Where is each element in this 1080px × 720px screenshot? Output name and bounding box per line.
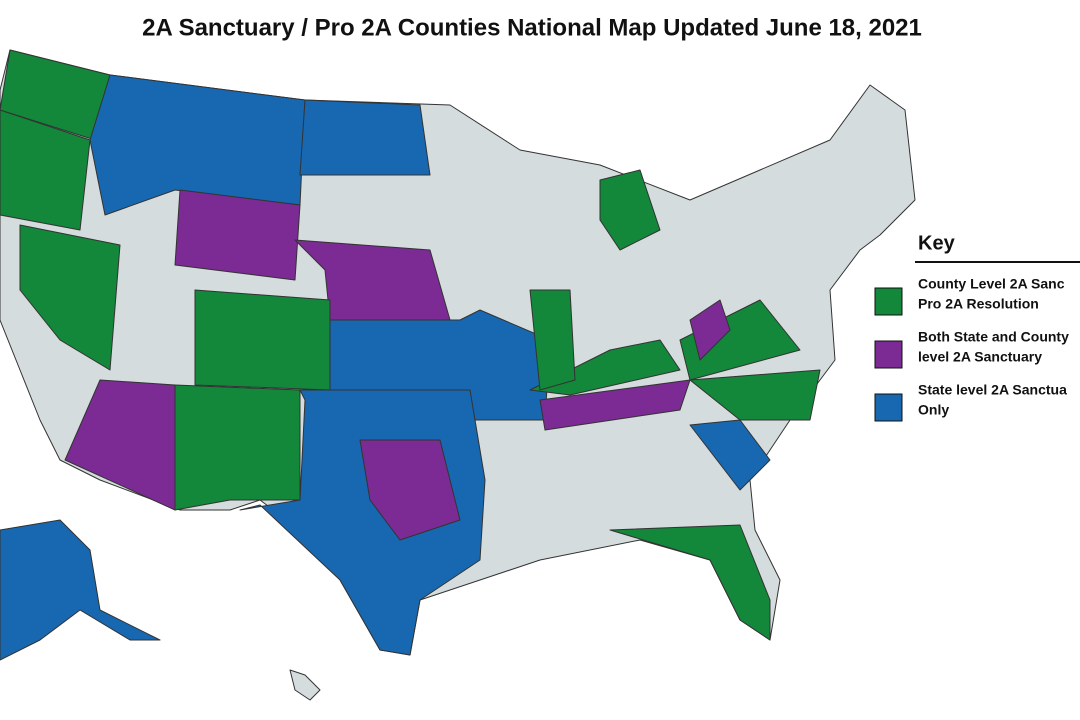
- legend-label: Pro 2A Resolution: [918, 296, 1039, 312]
- legend-label: level 2A Sanctuary: [918, 349, 1042, 365]
- region-michigan: [599, 169, 661, 251]
- region-alaska: [0, 519, 161, 661]
- us-map: [0, 49, 916, 701]
- region-oregon: [0, 109, 91, 231]
- region-illinois: [529, 289, 576, 391]
- legend-swatch: [874, 287, 903, 316]
- region-dakota: [299, 99, 431, 176]
- legend-label: Both State and County: [918, 329, 1069, 345]
- region-nevada-utah: [19, 224, 121, 371]
- region-virginia: [679, 299, 801, 381]
- region-florida: [609, 524, 771, 641]
- region-west-virginia: [689, 299, 731, 361]
- region-tennessee: [539, 379, 691, 431]
- region-south-carolina: [689, 419, 771, 491]
- legend-swatch: [874, 340, 903, 369]
- legend: Key County Level 2A Sanc Pro 2A Resolutio…: [874, 232, 1080, 422]
- region-north-carolina: [689, 369, 821, 421]
- region-colorado: [194, 289, 331, 391]
- region-wyoming: [174, 189, 301, 281]
- legend-label: State level 2A Sanctua: [918, 382, 1067, 398]
- legend-label: County Level 2A Sanc: [918, 276, 1065, 292]
- legend-swatch: [874, 393, 903, 422]
- legend-title: Key: [918, 232, 956, 254]
- region-new-mexico: [174, 384, 301, 511]
- legend-label: Only: [918, 402, 949, 418]
- region-hawaii: [289, 669, 321, 701]
- region-texas-center: [359, 439, 461, 541]
- map-title: 2A Sanctuary / Pro 2A Counties National …: [142, 14, 922, 41]
